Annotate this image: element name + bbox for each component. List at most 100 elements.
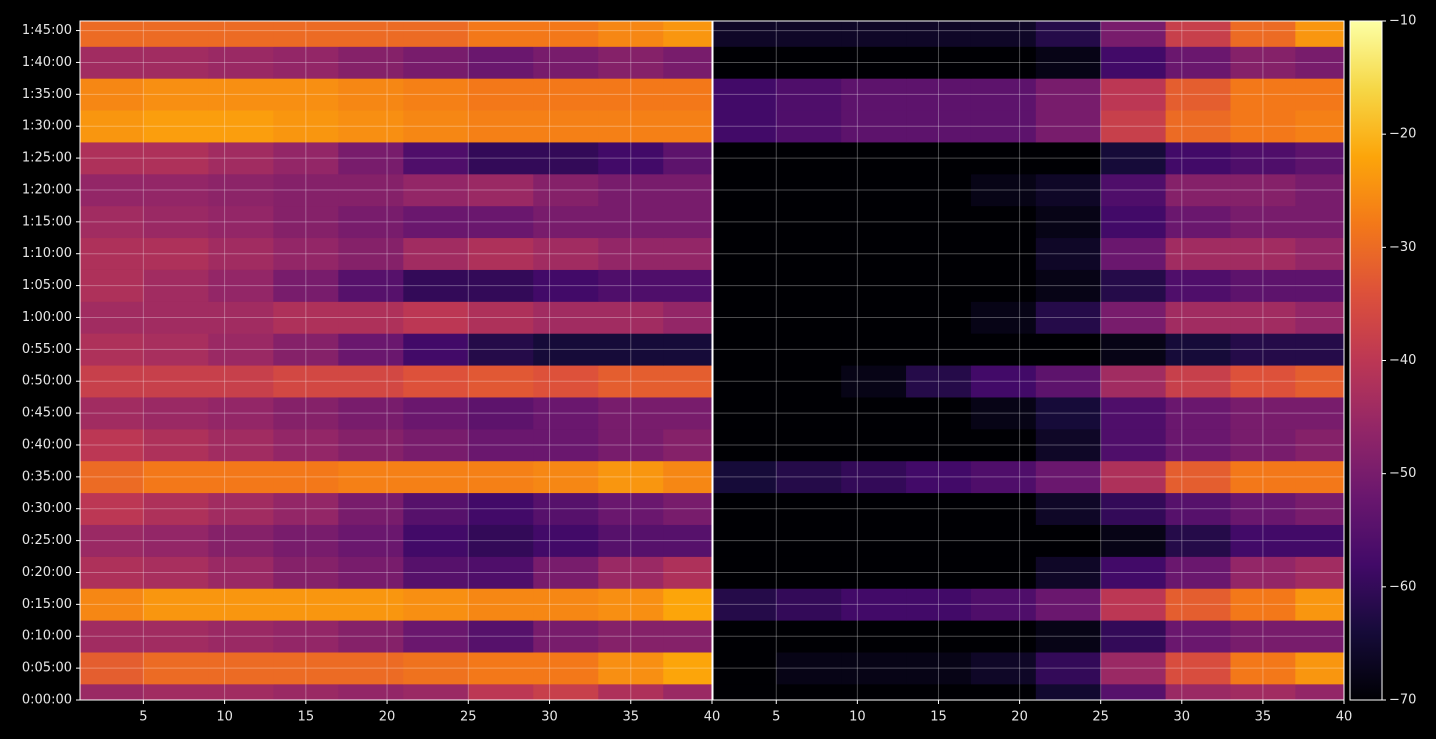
heat-cell xyxy=(468,21,534,47)
heat-cell xyxy=(598,397,664,430)
heat-cell xyxy=(970,333,1037,366)
axes-frame xyxy=(79,20,713,701)
heat-cell xyxy=(841,333,907,366)
heat-cell xyxy=(841,492,907,525)
heat-cell xyxy=(970,556,1037,589)
heat-cell xyxy=(1100,684,1166,701)
heat-cell xyxy=(338,205,404,239)
heat-cell xyxy=(533,269,599,302)
heat-cell xyxy=(776,301,842,334)
heat-cell xyxy=(1100,21,1166,47)
heat-cell xyxy=(208,652,274,685)
heat-cell xyxy=(208,588,274,621)
heat-cell xyxy=(403,556,469,589)
heat-cell xyxy=(598,365,664,398)
heat-cell xyxy=(970,78,1037,111)
heat-cell xyxy=(533,397,599,430)
heat-cell xyxy=(663,588,713,621)
heat-cell xyxy=(598,684,664,701)
heat-cell xyxy=(1165,524,1231,557)
heat-cell xyxy=(598,142,664,175)
heat-cell xyxy=(598,174,664,207)
heat-cell xyxy=(598,21,664,47)
heat-cell xyxy=(80,365,144,398)
heat-cell xyxy=(80,397,144,430)
heat-cell xyxy=(1100,301,1166,334)
heat-cell xyxy=(841,142,907,175)
heat-cell xyxy=(776,492,842,525)
heat-cell xyxy=(906,21,972,47)
heat-cell xyxy=(533,205,599,239)
heat-cell xyxy=(468,684,534,701)
heat-cell xyxy=(403,429,469,462)
heat-cell xyxy=(143,142,209,175)
heat-cell xyxy=(80,588,144,621)
heat-cell xyxy=(598,588,664,621)
heat-cell xyxy=(1230,397,1296,430)
heat-cell xyxy=(1230,684,1296,701)
heat-cell xyxy=(273,588,339,621)
heat-cell xyxy=(1230,492,1296,525)
heat-cell xyxy=(776,142,842,175)
heat-cell xyxy=(713,269,777,302)
heat-cell xyxy=(841,174,907,207)
heat-cell xyxy=(273,174,339,207)
heat-cell xyxy=(1165,397,1231,430)
heat-cell xyxy=(1230,142,1296,175)
heat-cell xyxy=(663,333,713,366)
heat-cell xyxy=(663,205,713,239)
heat-cell xyxy=(1295,397,1345,430)
colorbar xyxy=(1349,20,1383,701)
x-tick-label: 30 xyxy=(1174,710,1191,725)
heat-cell xyxy=(468,110,534,143)
heat-cell xyxy=(841,397,907,430)
heat-cell xyxy=(1100,142,1166,175)
heat-cell xyxy=(1295,588,1345,621)
heat-cell xyxy=(1165,460,1231,494)
heat-cell xyxy=(1295,174,1345,207)
heat-cell xyxy=(338,142,404,175)
heat-cell xyxy=(1230,429,1296,462)
heat-cell xyxy=(403,492,469,525)
heat-cell xyxy=(841,556,907,589)
heat-cell xyxy=(776,397,842,430)
heat-cell xyxy=(338,492,404,525)
heat-cell xyxy=(713,620,777,653)
y-tick-label: 1:35:00 xyxy=(22,87,72,102)
heat-cell xyxy=(841,237,907,270)
x-tick-label: 20 xyxy=(1011,710,1028,725)
y-tick-label: 1:15:00 xyxy=(22,214,72,229)
heat-cell xyxy=(906,110,972,143)
heat-cell xyxy=(598,333,664,366)
heat-cell xyxy=(1035,365,1101,398)
heat-cell xyxy=(970,684,1037,701)
y-tick-label: 1:10:00 xyxy=(22,246,72,261)
heat-cell xyxy=(776,524,842,557)
heat-cell xyxy=(273,365,339,398)
heat-cell xyxy=(403,21,469,47)
heat-cell xyxy=(663,110,713,143)
heat-cell xyxy=(468,333,534,366)
heat-cell xyxy=(533,110,599,143)
heat-cell xyxy=(776,333,842,366)
heat-cell xyxy=(1295,237,1345,270)
heat-cell xyxy=(1100,269,1166,302)
heat-cell xyxy=(80,684,144,701)
heat-cell xyxy=(468,301,534,334)
heat-cell xyxy=(1035,492,1101,525)
heat-cell xyxy=(1100,620,1166,653)
heat-cell xyxy=(713,429,777,462)
heat-cell xyxy=(1100,205,1166,239)
heat-cell xyxy=(143,492,209,525)
heat-cell xyxy=(1230,269,1296,302)
y-tick-label: 0:10:00 xyxy=(22,629,72,644)
heat-cell xyxy=(1230,110,1296,143)
heat-cell xyxy=(533,524,599,557)
heat-cell xyxy=(598,301,664,334)
heat-cell xyxy=(1295,78,1345,111)
heat-cell xyxy=(208,110,274,143)
heat-cell xyxy=(1295,46,1345,79)
heat-cell xyxy=(533,78,599,111)
heat-cell xyxy=(80,46,144,79)
heat-cell xyxy=(663,684,713,701)
